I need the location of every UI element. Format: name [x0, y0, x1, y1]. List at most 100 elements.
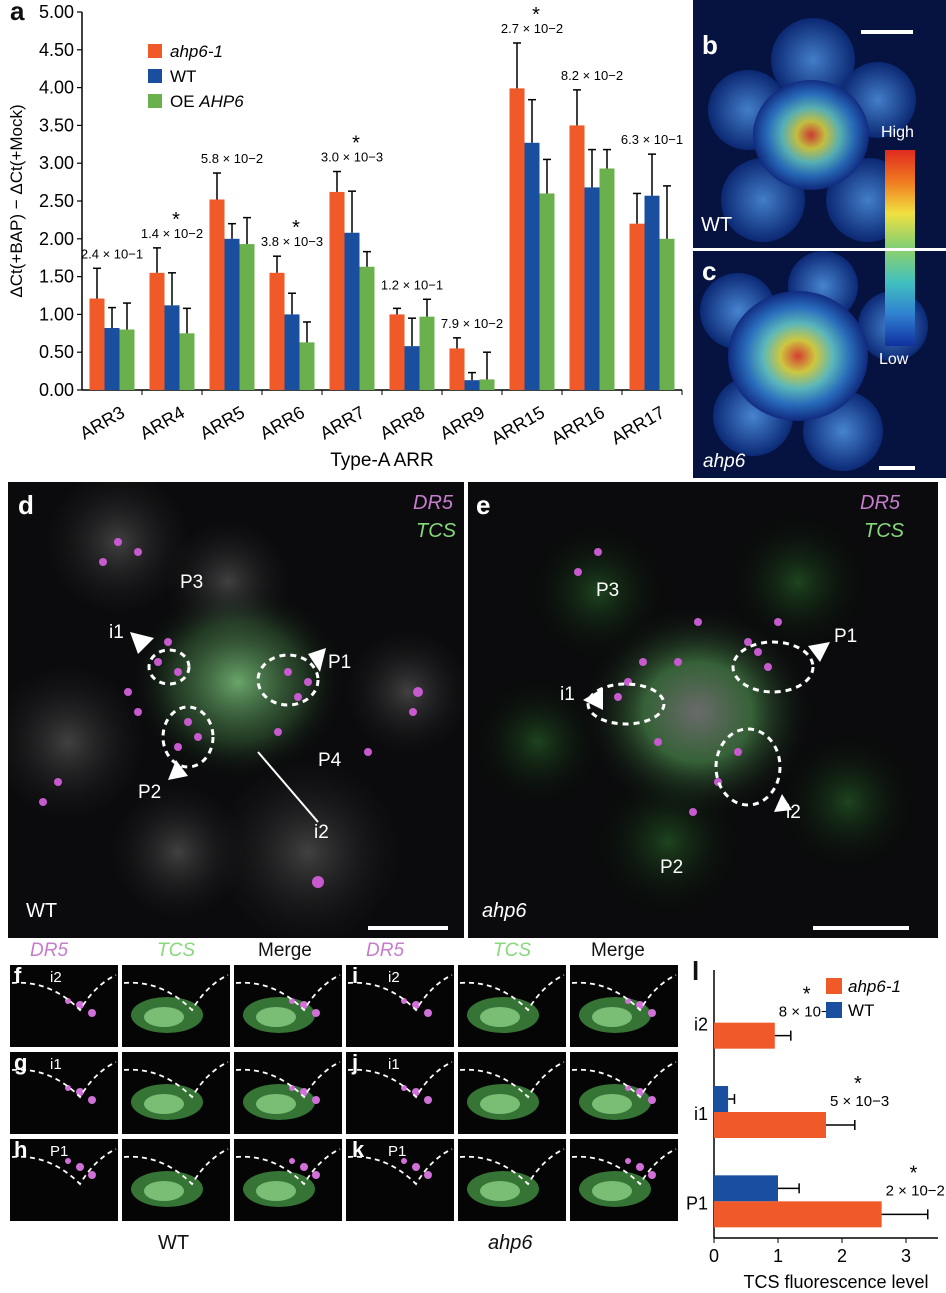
x-tick-label: ARR6 [256, 402, 308, 443]
x-tick-label: 1 [773, 1246, 783, 1266]
marker-label-tcs: TCS [416, 520, 456, 542]
confocal-strip [458, 1052, 566, 1134]
p-value-label: 3.0 × 10−3 [321, 150, 383, 165]
legend-swatch [148, 94, 162, 108]
y-tick-label: i1 [694, 1104, 708, 1124]
label-p2: P2 [138, 782, 162, 803]
bar [329, 191, 345, 390]
bar [464, 380, 480, 390]
confocal-strip [346, 965, 454, 1047]
p-value-label: 8 × 10−4 [779, 1004, 838, 1021]
bar [524, 142, 540, 390]
p-value-label: 8.2 × 10−2 [561, 68, 623, 83]
genotype-label: WT [26, 900, 58, 922]
x-tick-label: ARR17 [608, 402, 668, 448]
x-tick-label: ARR3 [76, 402, 128, 443]
bar [509, 88, 525, 390]
colour-scale-bar-lower [885, 251, 915, 346]
bar [284, 314, 300, 390]
strip-row-label: P1 [50, 1143, 69, 1160]
p-value-label: 7.9 × 10−2 [441, 316, 503, 331]
marker-label-dr5: DR5 [860, 492, 901, 514]
strip-row-label: P1 [388, 1143, 407, 1160]
confocal-strip [122, 1139, 230, 1221]
strip-header-dr5: DR5 [366, 940, 405, 961]
bar [714, 1201, 882, 1228]
label-p4: P4 [318, 750, 342, 771]
bar [224, 238, 240, 390]
bar [359, 266, 375, 390]
panel-label-g: g [14, 1050, 28, 1075]
bar [404, 346, 420, 390]
bar [539, 193, 555, 390]
x-tick-label: ARR7 [316, 402, 368, 443]
legend-label: OE AHP6 [170, 92, 244, 111]
legend-label: WT [170, 67, 196, 86]
bar [89, 298, 105, 390]
bar [714, 1086, 729, 1112]
bar [419, 316, 435, 390]
y-tick-label: i2 [694, 1015, 708, 1035]
marker-label-dr5: DR5 [413, 492, 454, 514]
bar [389, 314, 405, 390]
strip-header-tcs: TCS [157, 940, 195, 961]
y-tick-label: 1.50 [39, 267, 74, 287]
confocal-strip [570, 965, 678, 1047]
panel-label-k: k [352, 1137, 365, 1162]
y-tick-label: 4.00 [39, 78, 74, 98]
confocal-strip [10, 965, 118, 1047]
bar [479, 379, 495, 390]
bar [104, 328, 120, 390]
scale-low-label: Low [879, 351, 909, 368]
label-p2: P2 [660, 857, 684, 878]
ahp6-meristem-confocal [468, 507, 923, 922]
marker-label-tcs: TCS [864, 520, 904, 542]
significance-star: * [803, 984, 811, 1006]
strip-header-dr5: DR5 [30, 940, 69, 961]
label-p1: P1 [834, 626, 858, 647]
bar [629, 223, 645, 390]
label-p3: P3 [180, 572, 204, 593]
p-value-label: 5.8 × 10−2 [201, 151, 263, 166]
x-tick-label: ARR5 [196, 402, 248, 443]
confocal-strip [10, 1052, 118, 1134]
x-axis-label: Type-A ARR [330, 450, 434, 471]
bar [644, 195, 660, 390]
label-i2: i2 [786, 802, 801, 823]
label-p1: P1 [328, 652, 352, 673]
label-i2: i2 [314, 822, 329, 843]
bar [569, 125, 585, 391]
p-value-label: 6.3 × 10−1 [621, 132, 683, 147]
strip-row-label: i1 [50, 1056, 62, 1073]
genotype-label-wt: WT [701, 214, 733, 236]
bar [269, 272, 285, 390]
bar [119, 329, 135, 390]
strip-header-merge: Merge [591, 940, 645, 961]
bar [149, 272, 165, 390]
scale-bar [861, 30, 913, 34]
panel-label-a: a [10, 0, 25, 26]
confocal-image-wt: DR5 TCS P3 i1 P1 P4 P2 i2 WT [0, 472, 468, 942]
wt-meristem-confocal [0, 472, 468, 942]
panel-label-d: d [18, 490, 34, 520]
confocal-strip [234, 1139, 342, 1221]
legend-swatch [826, 978, 842, 994]
confocal-strip [570, 1052, 678, 1134]
strip-header-merge: Merge [258, 940, 312, 961]
confocal-strip [122, 965, 230, 1047]
y-tick-label: P1 [686, 1193, 708, 1213]
strip-row-label: i1 [388, 1056, 400, 1073]
heatmap-image-wt: High WT [693, 0, 946, 248]
confocal-strip [346, 1139, 454, 1221]
confocal-strip [122, 1052, 230, 1134]
colour-scale-bar [885, 150, 915, 248]
y-tick-label: 1.00 [39, 304, 74, 324]
legend-label: ahp6-1 [170, 42, 223, 61]
x-tick-label: ARR16 [548, 402, 608, 448]
p-value-label: 5 × 10−3 [830, 1093, 889, 1110]
significance-star: * [532, 4, 540, 26]
confocal-strip [458, 1139, 566, 1221]
scale-bar [368, 926, 448, 930]
strip-row-label: i2 [388, 969, 400, 986]
x-tick-label: ARR8 [376, 402, 428, 443]
